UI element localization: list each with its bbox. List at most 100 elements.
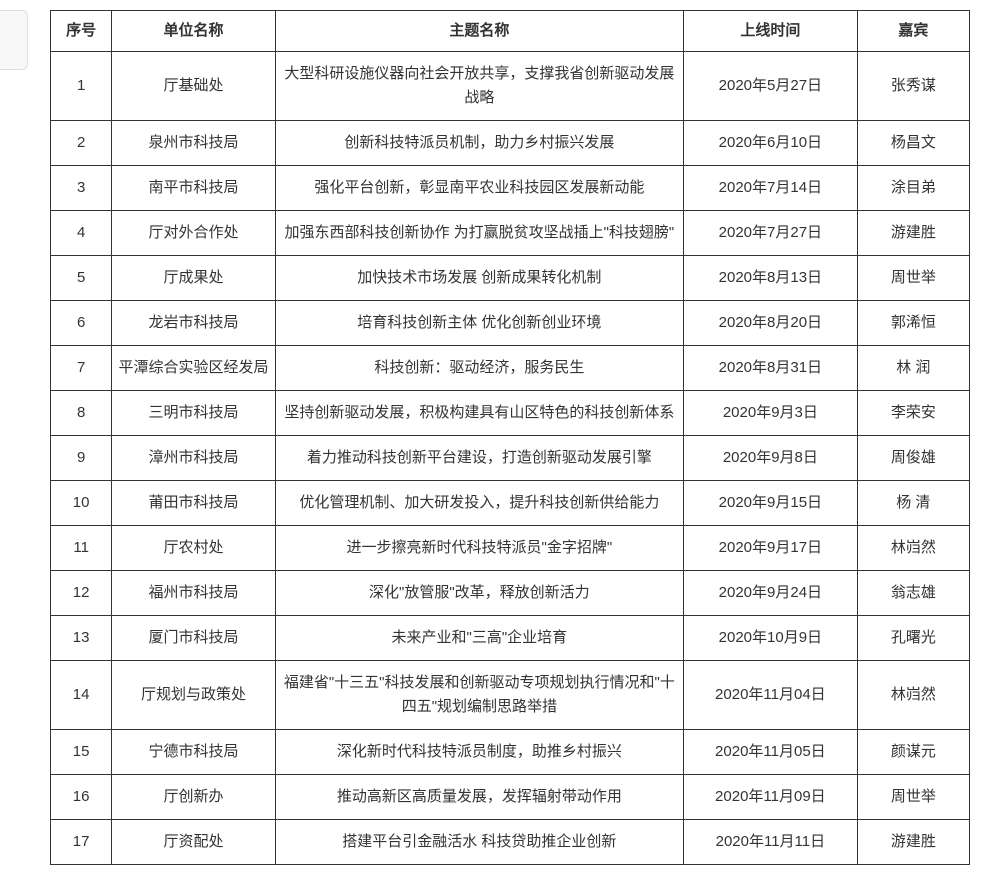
cell-seq: 1	[51, 52, 112, 121]
cell-guest: 李荣安	[857, 391, 969, 436]
table-row: 2泉州市科技局创新科技特派员机制，助力乡村振兴发展2020年6月10日杨昌文	[51, 121, 970, 166]
cell-seq: 9	[51, 436, 112, 481]
cell-date: 2020年11月09日	[684, 775, 858, 820]
cell-date: 2020年5月27日	[684, 52, 858, 121]
cell-guest: 游建胜	[857, 820, 969, 865]
header-dept: 单位名称	[112, 11, 275, 52]
cell-date: 2020年8月20日	[684, 301, 858, 346]
table-row: 1厅基础处大型科研设施仪器向社会开放共享，支撑我省创新驱动发展战略2020年5月…	[51, 52, 970, 121]
cell-seq: 5	[51, 256, 112, 301]
cell-guest: 翁志雄	[857, 571, 969, 616]
table-row: 8三明市科技局坚持创新驱动发展，积极构建具有山区特色的科技创新体系2020年9月…	[51, 391, 970, 436]
cell-date: 2020年7月27日	[684, 211, 858, 256]
table-row: 9漳州市科技局着力推动科技创新平台建设，打造创新驱动发展引擎2020年9月8日周…	[51, 436, 970, 481]
cell-dept: 宁德市科技局	[112, 730, 275, 775]
cell-guest: 颜谋元	[857, 730, 969, 775]
table-row: 11厅农村处进一步擦亮新时代科技特派员"金字招牌"2020年9月17日林岿然	[51, 526, 970, 571]
cell-date: 2020年9月24日	[684, 571, 858, 616]
cell-seq: 16	[51, 775, 112, 820]
cell-seq: 15	[51, 730, 112, 775]
cell-dept: 厅对外合作处	[112, 211, 275, 256]
cell-topic: 优化管理机制、加大研发投入，提升科技创新供给能力	[275, 481, 683, 526]
cell-dept: 厅基础处	[112, 52, 275, 121]
cell-dept: 平潭综合实验区经发局	[112, 346, 275, 391]
cell-guest: 杨 清	[857, 481, 969, 526]
cell-guest: 林岿然	[857, 526, 969, 571]
table-row: 10莆田市科技局优化管理机制、加大研发投入，提升科技创新供给能力2020年9月1…	[51, 481, 970, 526]
cell-seq: 17	[51, 820, 112, 865]
side-tab	[0, 10, 28, 70]
cell-dept: 莆田市科技局	[112, 481, 275, 526]
cell-dept: 南平市科技局	[112, 166, 275, 211]
cell-dept: 厅规划与政策处	[112, 661, 275, 730]
header-date: 上线时间	[684, 11, 858, 52]
table-row: 6龙岩市科技局培育科技创新主体 优化创新创业环境2020年8月20日郭浠恒	[51, 301, 970, 346]
cell-topic: 深化新时代科技特派员制度，助推乡村振兴	[275, 730, 683, 775]
cell-guest: 张秀谋	[857, 52, 969, 121]
table-row: 4厅对外合作处加强东西部科技创新协作 为打赢脱贫攻坚战插上"科技翅膀"2020年…	[51, 211, 970, 256]
cell-topic: 科技创新：驱动经济，服务民生	[275, 346, 683, 391]
cell-dept: 厅资配处	[112, 820, 275, 865]
cell-dept: 泉州市科技局	[112, 121, 275, 166]
cell-date: 2020年6月10日	[684, 121, 858, 166]
cell-seq: 3	[51, 166, 112, 211]
header-topic: 主题名称	[275, 11, 683, 52]
cell-topic: 创新科技特派员机制，助力乡村振兴发展	[275, 121, 683, 166]
cell-topic: 进一步擦亮新时代科技特派员"金字招牌"	[275, 526, 683, 571]
cell-guest: 郭浠恒	[857, 301, 969, 346]
cell-dept: 厅农村处	[112, 526, 275, 571]
cell-topic: 搭建平台引金融活水 科技贷助推企业创新	[275, 820, 683, 865]
cell-dept: 厅创新办	[112, 775, 275, 820]
cell-date: 2020年9月3日	[684, 391, 858, 436]
cell-seq: 4	[51, 211, 112, 256]
cell-topic: 深化"放管服"改革，释放创新活力	[275, 571, 683, 616]
cell-topic: 坚持创新驱动发展，积极构建具有山区特色的科技创新体系	[275, 391, 683, 436]
cell-topic: 未来产业和"三高"企业培育	[275, 616, 683, 661]
cell-dept: 三明市科技局	[112, 391, 275, 436]
cell-dept: 龙岩市科技局	[112, 301, 275, 346]
cell-date: 2020年9月8日	[684, 436, 858, 481]
cell-date: 2020年7月14日	[684, 166, 858, 211]
cell-topic: 福建省"十三五"科技发展和创新驱动专项规划执行情况和"十四五"规划编制思路举措	[275, 661, 683, 730]
schedule-table: 序号 单位名称 主题名称 上线时间 嘉宾 1厅基础处大型科研设施仪器向社会开放共…	[50, 10, 970, 865]
cell-guest: 周世举	[857, 256, 969, 301]
cell-guest: 杨昌文	[857, 121, 969, 166]
cell-seq: 6	[51, 301, 112, 346]
cell-dept: 福州市科技局	[112, 571, 275, 616]
cell-date: 2020年9月15日	[684, 481, 858, 526]
cell-guest: 孔曙光	[857, 616, 969, 661]
cell-date: 2020年11月04日	[684, 661, 858, 730]
table-header-row: 序号 单位名称 主题名称 上线时间 嘉宾	[51, 11, 970, 52]
cell-guest: 林 润	[857, 346, 969, 391]
cell-guest: 游建胜	[857, 211, 969, 256]
cell-dept: 厦门市科技局	[112, 616, 275, 661]
table-row: 15宁德市科技局深化新时代科技特派员制度，助推乡村振兴2020年11月05日颜谋…	[51, 730, 970, 775]
table-row: 17厅资配处搭建平台引金融活水 科技贷助推企业创新2020年11月11日游建胜	[51, 820, 970, 865]
table-row: 12福州市科技局深化"放管服"改革，释放创新活力2020年9月24日翁志雄	[51, 571, 970, 616]
cell-guest: 林岿然	[857, 661, 969, 730]
cell-date: 2020年11月05日	[684, 730, 858, 775]
table-row: 3南平市科技局强化平台创新，彰显南平农业科技园区发展新动能2020年7月14日涂…	[51, 166, 970, 211]
table-row: 7平潭综合实验区经发局科技创新：驱动经济，服务民生2020年8月31日林 润	[51, 346, 970, 391]
cell-dept: 漳州市科技局	[112, 436, 275, 481]
table-row: 14厅规划与政策处福建省"十三五"科技发展和创新驱动专项规划执行情况和"十四五"…	[51, 661, 970, 730]
cell-seq: 10	[51, 481, 112, 526]
cell-date: 2020年8月13日	[684, 256, 858, 301]
cell-date: 2020年9月17日	[684, 526, 858, 571]
cell-seq: 12	[51, 571, 112, 616]
cell-dept: 厅成果处	[112, 256, 275, 301]
cell-guest: 涂目弟	[857, 166, 969, 211]
cell-date: 2020年11月11日	[684, 820, 858, 865]
cell-date: 2020年10月9日	[684, 616, 858, 661]
header-guest: 嘉宾	[857, 11, 969, 52]
table-row: 13厦门市科技局未来产业和"三高"企业培育2020年10月9日孔曙光	[51, 616, 970, 661]
cell-topic: 推动高新区高质量发展，发挥辐射带动作用	[275, 775, 683, 820]
cell-seq: 13	[51, 616, 112, 661]
cell-topic: 大型科研设施仪器向社会开放共享，支撑我省创新驱动发展战略	[275, 52, 683, 121]
cell-topic: 着力推动科技创新平台建设，打造创新驱动发展引擎	[275, 436, 683, 481]
cell-guest: 周俊雄	[857, 436, 969, 481]
cell-seq: 14	[51, 661, 112, 730]
cell-topic: 培育科技创新主体 优化创新创业环境	[275, 301, 683, 346]
cell-topic: 加强东西部科技创新协作 为打赢脱贫攻坚战插上"科技翅膀"	[275, 211, 683, 256]
cell-topic: 强化平台创新，彰显南平农业科技园区发展新动能	[275, 166, 683, 211]
